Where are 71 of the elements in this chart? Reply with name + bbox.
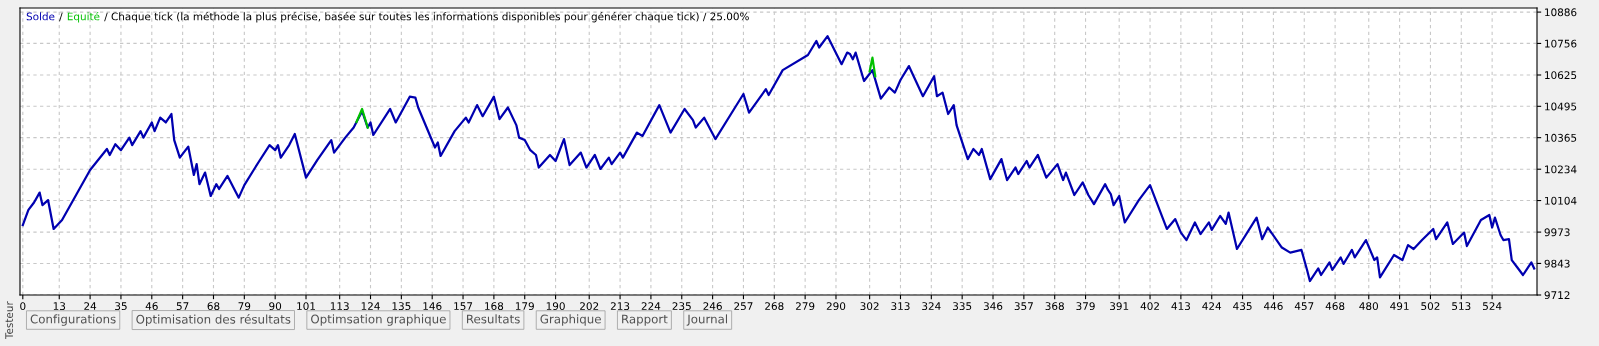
x-tick-label: 246 <box>703 302 722 311</box>
text: Resultats <box>467 314 520 324</box>
x-tick-label: 235 <box>672 302 691 311</box>
x-tick-label: 68 <box>207 302 220 311</box>
x-tick-label: 0 <box>20 302 26 311</box>
x-tick-label: 402 <box>1140 302 1159 311</box>
x-tick-label: 413 <box>1171 302 1190 311</box>
y-tick-label: 10234 <box>1545 165 1577 174</box>
x-tick-label: 35 <box>115 302 127 311</box>
x-tick-label: 190 <box>546 302 565 311</box>
x-tick-label: 379 <box>1076 302 1095 311</box>
x-tick-label: 157 <box>454 302 473 311</box>
x-tick-label: 135 <box>392 302 411 311</box>
annotation: / Chaque tick (la méthode la plus précise, basée sur toutes les informations disponibles pour générer chaque tick) / 25.00% <box>104 11 749 23</box>
y-tick-label: 10886 <box>1545 8 1577 17</box>
y-tick-label: 9973 <box>1544 228 1570 237</box>
text: Journal <box>686 314 727 326</box>
x-tick-label: 179 <box>515 302 534 311</box>
x-tick-label: 268 <box>765 302 784 311</box>
y-tick-label: 10756 <box>1545 39 1577 48</box>
x-tick-label: 313 <box>891 302 910 311</box>
x-tick-label: 279 <box>795 302 815 311</box>
text: Optimsation graphique <box>311 314 446 326</box>
x-tick-label: 424 <box>1202 302 1222 310</box>
x-tick-label: 46 <box>145 302 158 311</box>
line-series <box>21 35 1536 283</box>
x-tick-label: 435 <box>1233 302 1252 311</box>
x-tick-label: 346 <box>983 302 1003 311</box>
text: Rapport <box>622 314 668 326</box>
x-tick-label: 357 <box>1014 302 1033 311</box>
y-tick-label: 9712 <box>1544 291 1570 300</box>
x-tick-label: 480 <box>1359 302 1379 311</box>
text: Equité <box>67 11 100 23</box>
x-tick-label: 202 <box>580 302 599 311</box>
x-tick-label: 446 <box>1263 302 1283 311</box>
text: Solde <box>26 12 55 21</box>
x-tick-label: 24 <box>84 302 97 310</box>
x-tick-label: 302 <box>860 302 879 311</box>
x-tick-label: 457 <box>1294 302 1314 311</box>
x-tick-label: 368 <box>1045 302 1064 311</box>
x-tick-label: 79 <box>238 302 251 311</box>
x-tick-label: 391 <box>1110 302 1129 311</box>
y-tick-label: 10365 <box>1545 133 1577 142</box>
x-tick-label: 324 <box>922 302 941 311</box>
x-tick-label: 335 <box>953 302 972 311</box>
x-tick-label: 491 <box>1390 302 1409 311</box>
x-tick-label: 224 <box>641 302 661 310</box>
x-tick-label: 468 <box>1325 302 1345 311</box>
x-tick-label: 13 <box>53 302 66 311</box>
y-tick-label: 10104 <box>1545 196 1577 205</box>
y-tick-label: 10495 <box>1545 102 1577 111</box>
x-tick-label: 502 <box>1421 302 1440 311</box>
text: Testeur <box>5 301 14 340</box>
x-tick-label: 57 <box>176 302 189 311</box>
y-tick-label: 9843 <box>1544 259 1570 268</box>
x-tick-label: 90 <box>269 302 282 311</box>
x-tick-label: 101 <box>297 302 315 311</box>
x-tick-label: 146 <box>423 302 442 311</box>
x-tick-label: 213 <box>610 302 630 311</box>
x-tick-label: 524 <box>1483 302 1502 311</box>
x-tick-label: 290 <box>826 302 846 311</box>
x-tick-label: 168 <box>485 302 504 311</box>
annotation: / <box>59 12 63 22</box>
x-tick-label: 124 <box>361 302 380 310</box>
text: Configurations <box>30 314 116 326</box>
text: Graphique <box>540 314 601 326</box>
x-tick-label: 513 <box>1452 302 1471 311</box>
x-tick-label: 113 <box>330 302 349 311</box>
text: Optimisation des résultats <box>136 314 291 326</box>
x-tick-label: 257 <box>734 302 753 311</box>
y-tick-label: 10625 <box>1545 71 1577 80</box>
